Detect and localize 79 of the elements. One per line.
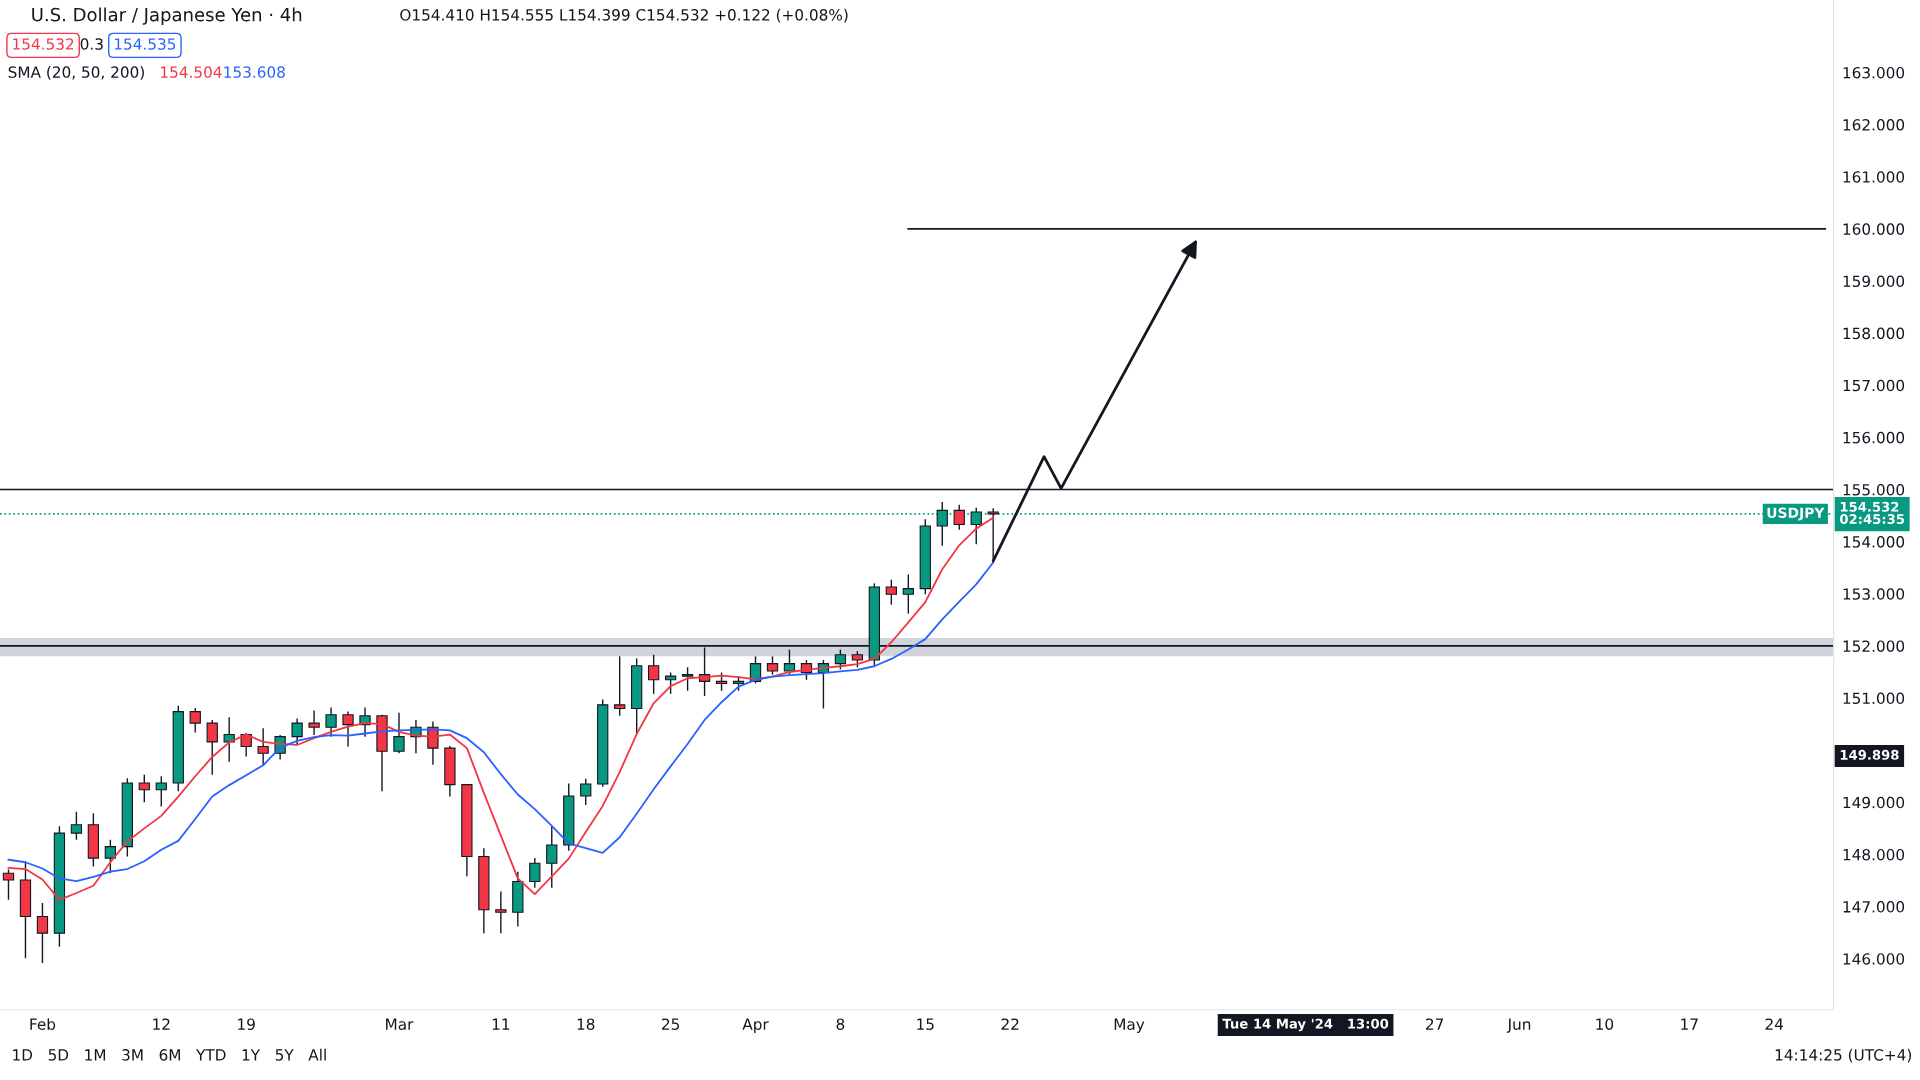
x-tick-label: 25	[662, 1018, 680, 1030]
y-tick-label: 147.000	[1843, 901, 1905, 913]
candlestick	[529, 857, 541, 889]
x-tick-label: 8	[836, 1018, 845, 1030]
candlestick	[104, 839, 117, 874]
y-tick-label: 148.000	[1843, 848, 1905, 861]
candlestick	[206, 719, 218, 776]
candlestick	[546, 825, 558, 889]
y-tick-label: 163.000	[1843, 66, 1905, 79]
candlestick	[647, 654, 660, 695]
y-tick-label: 160.000	[1843, 223, 1905, 235]
x-tick-label: 18	[577, 1018, 595, 1030]
y-tick-label: 156.000	[1843, 431, 1905, 444]
x-tick-label: 17	[1681, 1018, 1698, 1030]
x-tick-label: 11	[492, 1018, 510, 1030]
annotation: 154.532	[13, 38, 74, 50]
candlestick	[495, 890, 507, 934]
y-tick-label: 154.000	[1843, 536, 1905, 548]
y-tick-label: 151.000	[1843, 692, 1905, 705]
x-tick-label: May	[1114, 1018, 1145, 1033]
candlestick	[325, 706, 337, 738]
ref-line-label: USDJPY	[1767, 507, 1825, 521]
candlestick	[681, 666, 694, 692]
chart-title: U.S. Dollar / Japanese Yen · 4h	[32, 7, 302, 25]
x-tick-label: 15	[917, 1018, 934, 1030]
y-tick-label: 158.000	[1843, 327, 1905, 340]
annotation: 154.535	[114, 38, 176, 50]
text: Tue 14 May '24 13:00	[1222, 1018, 1389, 1032]
text: 1D 5D 1M 3M 6M YTD 1Y 5Y All	[13, 1048, 326, 1061]
candlestick	[614, 655, 626, 717]
y-tick-label: 159.000	[1843, 275, 1905, 288]
candlestick	[783, 648, 796, 676]
x-tick-label: 10	[1596, 1018, 1614, 1030]
y-tick-label: 152.000	[1843, 640, 1905, 652]
candlestick	[427, 720, 439, 766]
x-tick-label: 22	[1001, 1018, 1019, 1030]
annotation: SMA (20, 50, 200)	[8, 66, 144, 80]
candlestick	[953, 503, 965, 531]
annotation: 154.504	[161, 66, 222, 78]
text: O154.410 H154.555 L154.399 C154.532 +0.122 (+0.08%)	[400, 8, 848, 23]
candlestick	[291, 717, 303, 746]
y-tick-label: 146.000	[1843, 953, 1905, 965]
text: 149.898	[1840, 749, 1899, 760]
y-tick-label: 157.000	[1843, 379, 1905, 392]
candlestick	[240, 732, 252, 758]
x-tick-label: Feb	[30, 1018, 56, 1030]
candlestick	[885, 579, 897, 606]
line-series	[7, 561, 995, 882]
candlestick	[138, 773, 150, 804]
text: 154.532 02:45:35	[1839, 501, 1905, 525]
candlestick	[70, 811, 83, 841]
y-tick-label: 149.000	[1843, 796, 1905, 809]
candlestick	[155, 775, 167, 808]
candlestick	[902, 573, 914, 615]
y-tick-label: 155.000	[1843, 483, 1905, 496]
x-tick-label: Jun	[1506, 1018, 1531, 1033]
candlestick	[36, 902, 49, 964]
x-tick-label: 19	[238, 1018, 255, 1030]
y-tick-label: 162.000	[1843, 119, 1905, 131]
candlestick	[834, 648, 847, 671]
candlestick	[257, 727, 269, 767]
candlestick	[580, 778, 592, 806]
y-tick-label: 161.000	[1843, 171, 1905, 183]
candlestick	[342, 710, 354, 748]
annotation: 0.3	[80, 38, 103, 50]
text: 14:14:25 (UTC+4)	[1775, 1048, 1912, 1063]
y-tick-label: 153.000	[1843, 588, 1905, 600]
x-tick-label: 24	[1765, 1018, 1784, 1030]
x-tick-label: 27	[1426, 1018, 1444, 1030]
candlestick	[189, 707, 201, 734]
candlestick	[308, 709, 320, 736]
x-tick-label: Mar	[386, 1018, 414, 1030]
annotation: 153.608	[224, 66, 285, 78]
candlestick	[223, 716, 235, 763]
candlestick	[715, 671, 728, 692]
x-tick-label: Apr	[742, 1018, 769, 1033]
candlestick	[766, 655, 779, 676]
candlestick	[393, 711, 405, 755]
x-tick-label: 12	[153, 1018, 170, 1030]
